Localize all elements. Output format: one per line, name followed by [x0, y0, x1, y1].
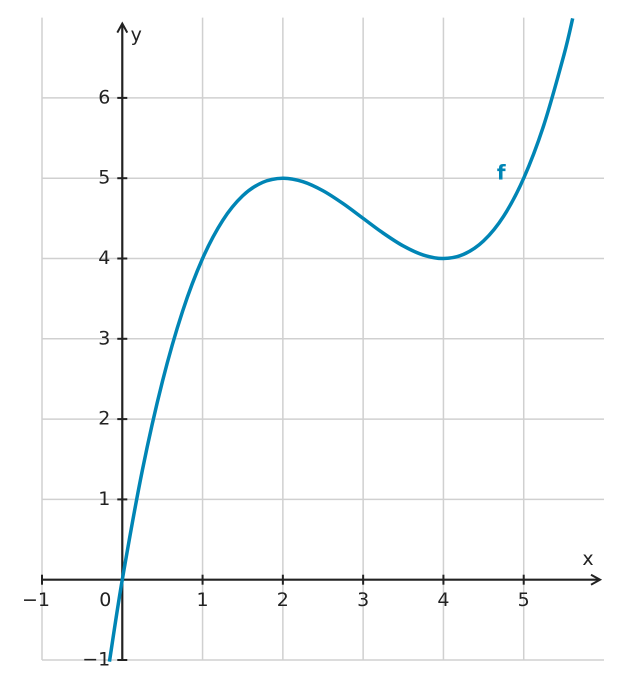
x-tick-label: 2 — [277, 589, 289, 611]
x-tick-label: −1 — [22, 589, 50, 611]
y-tick-label: 4 — [98, 247, 110, 269]
x-tick-label: 3 — [357, 589, 369, 611]
y-axis-label: y — [131, 24, 142, 46]
grid — [41, 17, 604, 661]
function-curve — [107, 17, 575, 662]
x-tick-label: 4 — [437, 589, 449, 611]
axes: x y −1 0 1 2 3 4 5 −1 1 2 3 4 5 6 — [22, 24, 600, 671]
y-tick-label: 3 — [98, 327, 110, 349]
x-tick-label: 5 — [518, 589, 530, 611]
y-tick-label: 2 — [98, 408, 110, 430]
y-tick-label: 6 — [98, 86, 110, 108]
y-tick-label: 1 — [98, 488, 110, 510]
y-tick-label: 5 — [98, 167, 110, 189]
y-tick-label: −1 — [82, 649, 110, 671]
x-tick-label: 1 — [197, 589, 209, 611]
x-axis-label: x — [582, 548, 593, 570]
curve-label: f — [497, 161, 506, 185]
plot: f — [107, 17, 575, 662]
x-tick-label: 0 — [99, 589, 111, 611]
